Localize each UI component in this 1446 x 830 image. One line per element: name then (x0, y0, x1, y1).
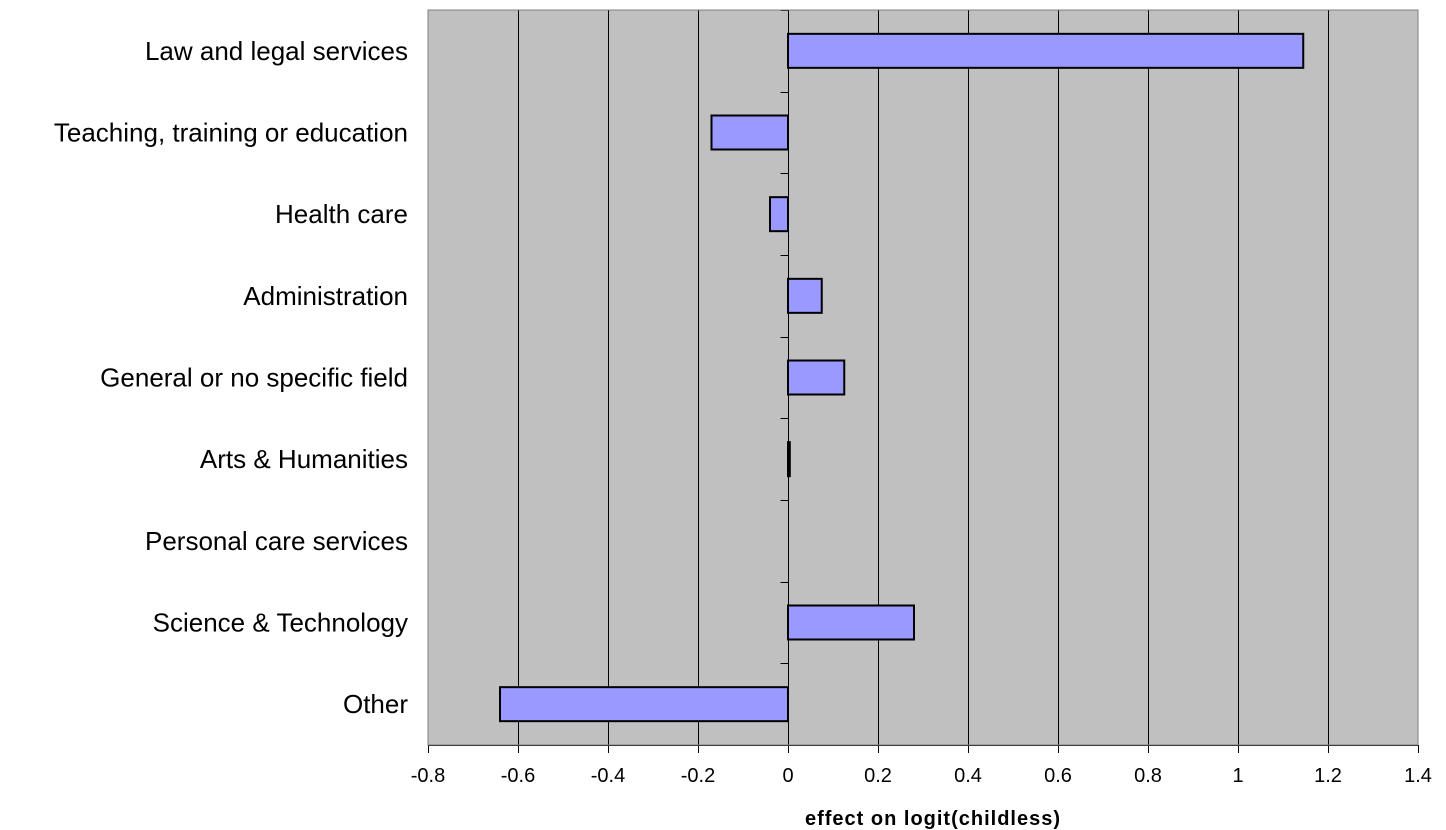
x-tick-label: -0.4 (591, 765, 625, 787)
x-axis-title: effect on logit(childless) (805, 808, 1061, 830)
x-tick-label: 1.2 (1314, 765, 1342, 787)
category-label: Teaching, training or education (54, 118, 408, 148)
x-tick-label: -0.2 (681, 765, 715, 787)
category-label: General or no specific field (100, 363, 408, 393)
x-tick-label: -0.8 (411, 765, 445, 787)
bar (787, 359, 846, 396)
bar (499, 686, 789, 723)
bar (710, 114, 789, 151)
category-label: Law and legal services (145, 36, 408, 66)
category-label: Other (343, 689, 408, 719)
plot-border (427, 9, 1419, 746)
x-tick-label: 0.8 (1134, 765, 1162, 787)
x-tick-label: -0.6 (501, 765, 535, 787)
category-labels: Law and legal services Teaching, training… (54, 36, 408, 719)
x-tick-label: 0 (782, 765, 793, 787)
x-tick-labels: -0.8 -0.6 -0.4 -0.2 0 0.2 0.4 0.6 0.8 1 1.2 1.4 (411, 765, 1432, 787)
category-label: Arts & Humanities (200, 444, 408, 474)
category-label: Personal care services (145, 526, 408, 556)
category-label: Health care (275, 199, 408, 229)
category-label: Administration (243, 281, 408, 311)
x-tick-label: 0.6 (1044, 765, 1072, 787)
x-tick-label: 0.4 (954, 765, 982, 787)
bar (787, 277, 823, 314)
x-tick-label: 0.2 (864, 765, 892, 787)
x-tick-label: 1.4 (1404, 765, 1432, 787)
bar (787, 604, 915, 641)
gridlines (518, 10, 1329, 745)
x-tick-label: 1 (1232, 765, 1243, 787)
bar (787, 32, 1305, 69)
category-label: Science & Technology (153, 608, 408, 638)
plot-area (428, 10, 1418, 745)
x-axis (428, 745, 1419, 753)
bar (769, 196, 789, 233)
